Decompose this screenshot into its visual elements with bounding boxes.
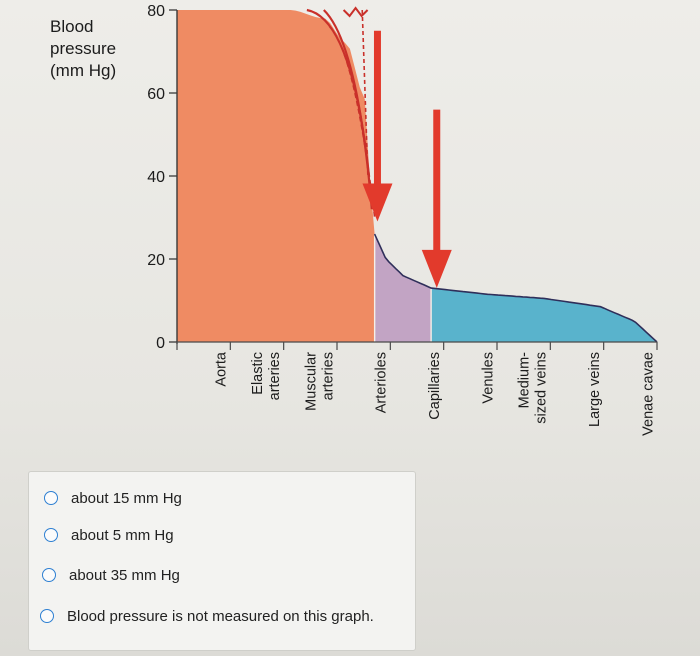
- x-category-label: Large veins: [587, 352, 603, 427]
- region-arterial: [177, 10, 375, 342]
- radio-button[interactable]: [44, 491, 58, 505]
- y-axis-label-line: pressure: [50, 39, 117, 58]
- x-category-label: Elastic arteries: [250, 352, 283, 400]
- answer-option-2[interactable]: about 5 mm Hg: [44, 521, 174, 549]
- y-axis-label-line: Blood: [50, 17, 94, 36]
- x-category-label-line: Arterioles: [374, 352, 390, 413]
- x-category-label-line: Venules: [480, 352, 496, 404]
- x-category-label-line: Capillaries: [427, 352, 443, 420]
- pressure-line-venous: [373, 233, 658, 343]
- radio-button[interactable]: [44, 528, 58, 542]
- x-category-label: Aorta: [214, 351, 230, 387]
- x-category-label: Venules: [480, 352, 496, 404]
- answer-option-label: about 15 mm Hg: [71, 489, 182, 507]
- pressure-curve-mean: [323, 9, 373, 210]
- answer-option-3[interactable]: about 35 mm Hg: [42, 561, 180, 589]
- x-category-label-line: arteries: [320, 352, 336, 400]
- x-category-label-line: Elastic: [250, 352, 266, 395]
- region-venous: [431, 288, 657, 342]
- y-tick-label: 0: [156, 335, 165, 352]
- pressure-curve-dashed: [328, 26, 376, 218]
- answer-option-label: about 5 mm Hg: [71, 526, 174, 544]
- answer-options-panel: about 15 mm Hg about 5 mm Hg about 35 mm…: [28, 471, 416, 651]
- x-category-label-line: Venae cavae: [640, 352, 656, 436]
- answer-option-1[interactable]: about 15 mm Hg: [44, 484, 182, 512]
- x-category-label: Muscular arteries: [303, 352, 336, 411]
- y-axis-label-line: (mm Hg): [50, 61, 117, 80]
- x-category-label-line: Aorta: [214, 351, 230, 387]
- x-category-label-line: Medium-: [517, 352, 533, 409]
- x-category-label: Venae cavae: [640, 352, 656, 436]
- x-category-label: Arterioles: [374, 352, 390, 413]
- radio-button[interactable]: [40, 609, 54, 623]
- pulse-wave: [342, 6, 369, 18]
- answer-option-label: about 35 mm Hg: [69, 566, 180, 584]
- answer-option-4[interactable]: Blood pressure is not measured on this g…: [40, 602, 374, 630]
- x-category-label: Capillaries: [427, 352, 443, 420]
- x-category-label: Medium-sized veins: [517, 352, 550, 424]
- x-category-label-line: Muscular: [303, 352, 319, 411]
- y-tick-label: 20: [147, 252, 165, 269]
- y-tick-label: 40: [147, 169, 165, 186]
- y-tick-label: 80: [147, 3, 165, 20]
- y-axis-label: Blood pressure (mm Hg): [50, 16, 116, 82]
- x-category-label-line: sized veins: [534, 352, 550, 424]
- x-category-label-line: arteries: [267, 352, 283, 400]
- radio-button[interactable]: [42, 568, 56, 582]
- red-arrow-head: [421, 249, 452, 288]
- y-tick-label: 60: [147, 86, 165, 103]
- region-capillary: [374, 234, 432, 342]
- x-category-label-line: Large veins: [587, 352, 603, 427]
- red-arrow-head: [362, 183, 393, 222]
- answer-option-label: Blood pressure is not measured on this g…: [67, 607, 374, 625]
